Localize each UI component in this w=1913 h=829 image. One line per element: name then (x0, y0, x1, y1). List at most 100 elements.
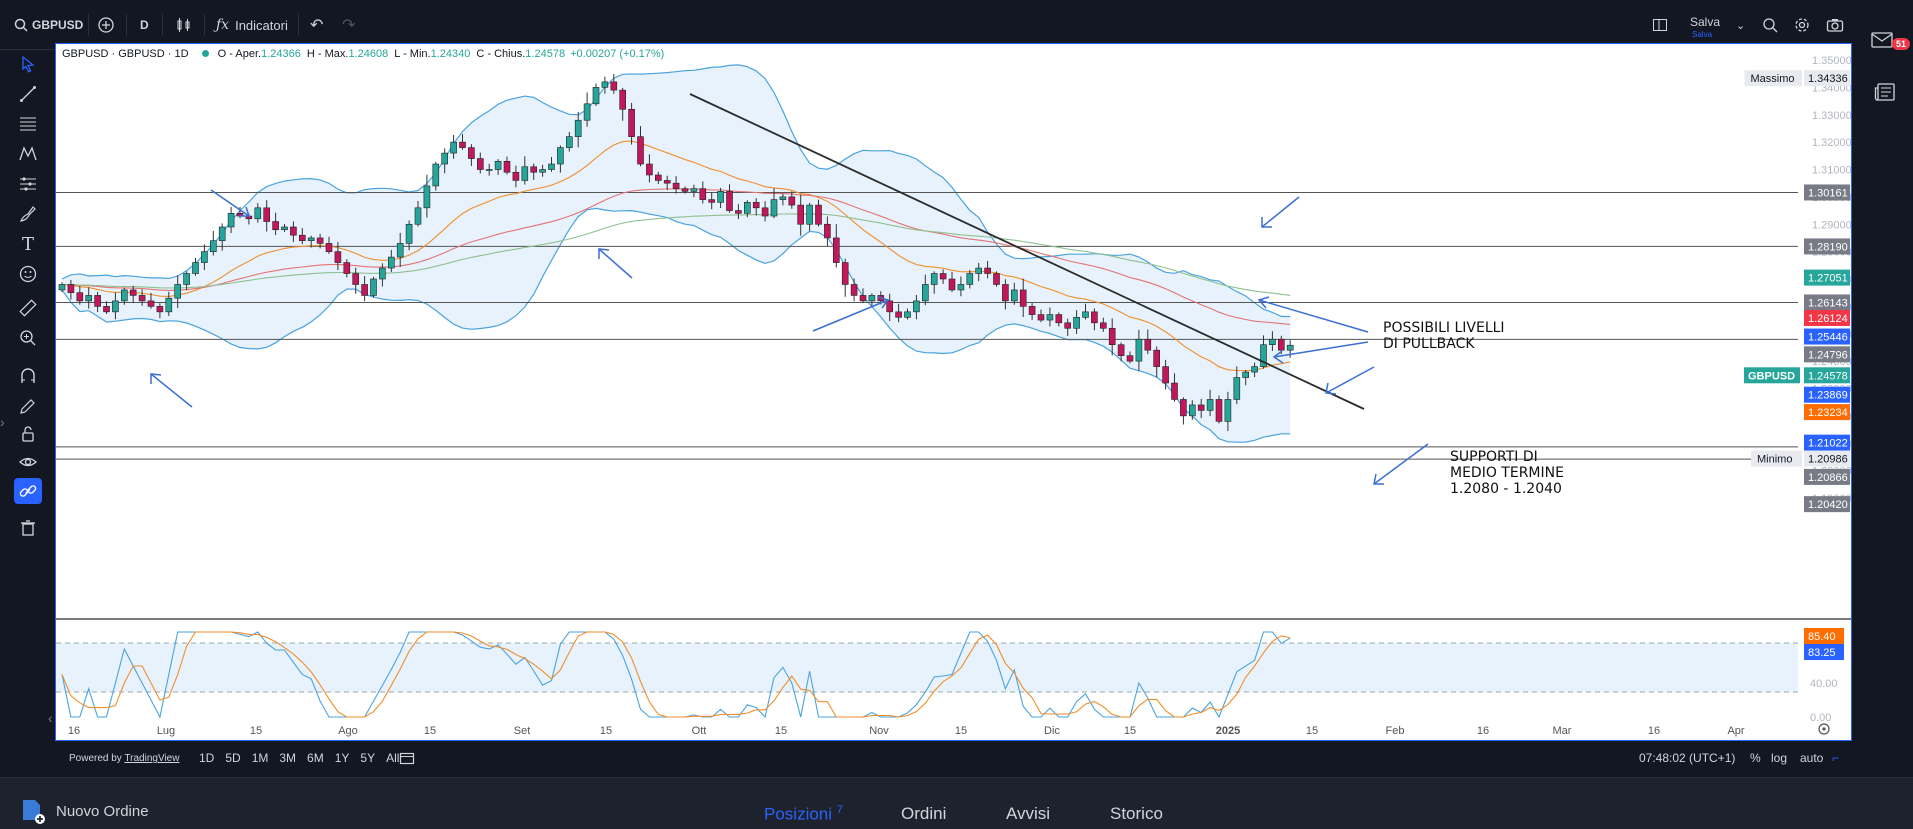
candle-body[interactable] (396, 243, 404, 258)
candle-body[interactable] (325, 243, 333, 252)
downtrend-line[interactable] (689, 93, 1365, 410)
hide-tool[interactable] (16, 450, 40, 474)
auto-toggle[interactable]: auto (1800, 751, 1824, 765)
candle-body[interactable] (512, 171, 520, 181)
layout-button[interactable] (1652, 12, 1668, 38)
symbol-search[interactable]: GBPUSD (14, 12, 83, 38)
candle-body[interactable] (201, 251, 208, 263)
candle-body[interactable] (414, 207, 422, 225)
range-button-1d[interactable]: 1D (199, 751, 215, 765)
candle-body[interactable] (174, 284, 181, 299)
candle-body[interactable] (779, 196, 787, 200)
candle-body[interactable] (619, 89, 627, 110)
candle-body[interactable] (138, 295, 146, 302)
candle-body[interactable] (307, 237, 315, 241)
candle-body[interactable] (218, 226, 226, 241)
trendline-tool[interactable] (16, 82, 40, 106)
candle-body[interactable] (601, 81, 609, 88)
candle-body[interactable] (921, 284, 929, 302)
candle-body[interactable] (672, 182, 680, 189)
candle-body[interactable] (904, 311, 911, 318)
candle-body[interactable] (735, 210, 742, 214)
candle-body[interactable] (1010, 289, 1018, 302)
candle-body[interactable] (565, 136, 573, 148)
candle-body[interactable] (717, 191, 724, 203)
candle-body[interactable] (886, 300, 894, 313)
candle-body[interactable] (76, 292, 84, 302)
brush-tool[interactable] (16, 202, 40, 226)
candle-body[interactable] (441, 152, 449, 165)
candle-body[interactable] (1135, 338, 1143, 362)
candle-body[interactable] (129, 289, 137, 296)
candle-body[interactable] (895, 311, 902, 318)
tab-posizioni[interactable]: Posizioni 7 (764, 804, 843, 825)
candle-body[interactable] (832, 237, 840, 263)
candle-body[interactable] (361, 284, 368, 296)
candle-body[interactable] (210, 240, 217, 252)
candle-body[interactable] (681, 188, 689, 192)
candle-body[interactable] (485, 169, 493, 171)
news-panel-button[interactable] (1874, 82, 1896, 107)
emoji-tool[interactable] (16, 262, 40, 286)
candle-body[interactable] (1206, 399, 1214, 411)
candle-body[interactable] (156, 306, 164, 313)
candle-body[interactable] (770, 199, 778, 217)
candle-body[interactable] (281, 226, 288, 231)
candle-body[interactable] (1019, 289, 1027, 307)
candle-body[interactable] (957, 284, 965, 291)
candle-body[interactable] (1046, 314, 1054, 321)
prediction-tool[interactable] (16, 172, 40, 196)
reset-scale-button[interactable]: ⌐ (1832, 751, 1839, 765)
lock-tool[interactable] (16, 422, 40, 446)
sync-drawings-tool[interactable] (14, 478, 42, 504)
candle-body[interactable] (299, 234, 306, 241)
candle-body[interactable] (966, 273, 974, 285)
candle-body[interactable] (939, 273, 947, 280)
candle-body[interactable] (112, 300, 119, 313)
candle-body[interactable] (761, 207, 769, 217)
candle-body[interactable] (1251, 366, 1258, 373)
chart-type-button[interactable] (176, 12, 192, 38)
candle-body[interactable] (583, 103, 591, 121)
magnet-tool[interactable] (16, 364, 40, 388)
tab-avvisi[interactable]: Avvisi (1006, 804, 1051, 823)
candle-body[interactable] (1215, 399, 1223, 422)
chart-canvas[interactable]: 16 Lug 15 Ago 15 Set 15 Ott 15 Nov 15 Dic 15 2025 15 Fe… (56, 44, 1851, 740)
candle-body[interactable] (975, 267, 983, 274)
candle-body[interactable] (423, 185, 431, 209)
collapse-toolbar-button[interactable]: › (0, 414, 5, 430)
candle-body[interactable] (468, 147, 475, 159)
chart-settings-icon[interactable] (1818, 723, 1830, 735)
candle-body[interactable] (1197, 404, 1205, 411)
pattern-tool[interactable] (16, 142, 40, 166)
candle-body[interactable] (592, 87, 600, 105)
candle-body[interactable] (806, 204, 813, 225)
candle-body[interactable] (379, 267, 386, 280)
save-dropdown[interactable]: ⌄ (1736, 12, 1745, 38)
candle-body[interactable] (521, 166, 529, 181)
candle-body[interactable] (663, 180, 671, 184)
time-axis[interactable]: 16 Lug 15 Ago 15 Set 15 Ott 15 Nov 15 Dic 15 2025 15 Fe… (68, 725, 1745, 737)
candle-body[interactable] (503, 160, 511, 173)
alerts-panel-button[interactable]: 51 (1870, 30, 1911, 55)
range-button-5d[interactable]: 5D (225, 751, 241, 765)
save-button[interactable]: Salva Salva (1690, 15, 1720, 39)
candle-body[interactable] (165, 297, 173, 313)
delete-tool[interactable] (16, 516, 40, 540)
candle-body[interactable] (1144, 338, 1152, 351)
candle-body[interactable] (1189, 404, 1196, 417)
candle-body[interactable] (1117, 344, 1125, 356)
cursor-tool[interactable] (16, 52, 40, 76)
candle-body[interactable] (94, 295, 101, 307)
date-range-button[interactable] (399, 751, 415, 768)
tradingview-link[interactable]: TradingView (124, 753, 180, 764)
chart-area[interactable]: 16 Lug 15 Ago 15 Set 15 Ott 15 Nov 15 Dic 15 2025 15 Fe… (55, 43, 1852, 741)
percent-toggle[interactable]: % (1750, 751, 1761, 765)
candle-body[interactable] (85, 295, 93, 302)
candle-body[interactable] (1002, 284, 1009, 302)
candle-body[interactable] (58, 284, 66, 291)
scroll-left-button[interactable]: ‹ (48, 710, 53, 726)
zoom-tool[interactable] (16, 326, 40, 350)
candle-body[interactable] (797, 204, 805, 225)
candle-body[interactable] (121, 289, 128, 302)
